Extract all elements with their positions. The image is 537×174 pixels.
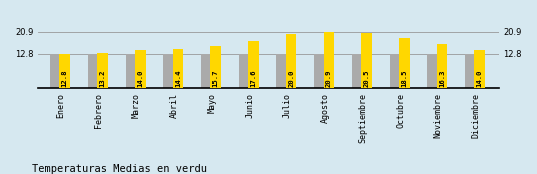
- Bar: [97, 53, 108, 88]
- Bar: [248, 41, 259, 88]
- Bar: [390, 54, 404, 88]
- Bar: [173, 49, 183, 88]
- Bar: [201, 54, 215, 88]
- Text: 14.0: 14.0: [137, 70, 143, 87]
- Bar: [475, 50, 485, 88]
- Bar: [126, 54, 140, 88]
- Text: 20.9: 20.9: [326, 70, 332, 87]
- Bar: [465, 54, 480, 88]
- Bar: [60, 54, 70, 88]
- Text: Temperaturas Medias en verdu: Temperaturas Medias en verdu: [32, 164, 207, 174]
- Bar: [135, 50, 146, 88]
- Bar: [399, 38, 410, 88]
- Bar: [50, 54, 64, 88]
- Text: 14.4: 14.4: [175, 70, 181, 87]
- Text: 14.0: 14.0: [477, 70, 483, 87]
- Bar: [277, 54, 291, 88]
- Bar: [437, 44, 447, 88]
- Text: 12.8: 12.8: [62, 70, 68, 87]
- Bar: [352, 54, 366, 88]
- Text: 20.0: 20.0: [288, 70, 294, 87]
- Bar: [286, 34, 296, 88]
- Bar: [163, 54, 178, 88]
- Text: 18.5: 18.5: [401, 70, 408, 87]
- Bar: [324, 32, 334, 88]
- Text: 16.3: 16.3: [439, 70, 445, 87]
- Bar: [88, 54, 102, 88]
- Bar: [314, 54, 329, 88]
- Bar: [238, 54, 253, 88]
- Bar: [361, 33, 372, 88]
- Text: 13.2: 13.2: [99, 70, 105, 87]
- Bar: [211, 46, 221, 88]
- Text: 20.5: 20.5: [364, 70, 369, 87]
- Text: 15.7: 15.7: [213, 70, 219, 87]
- Text: 17.6: 17.6: [250, 70, 256, 87]
- Bar: [427, 54, 441, 88]
